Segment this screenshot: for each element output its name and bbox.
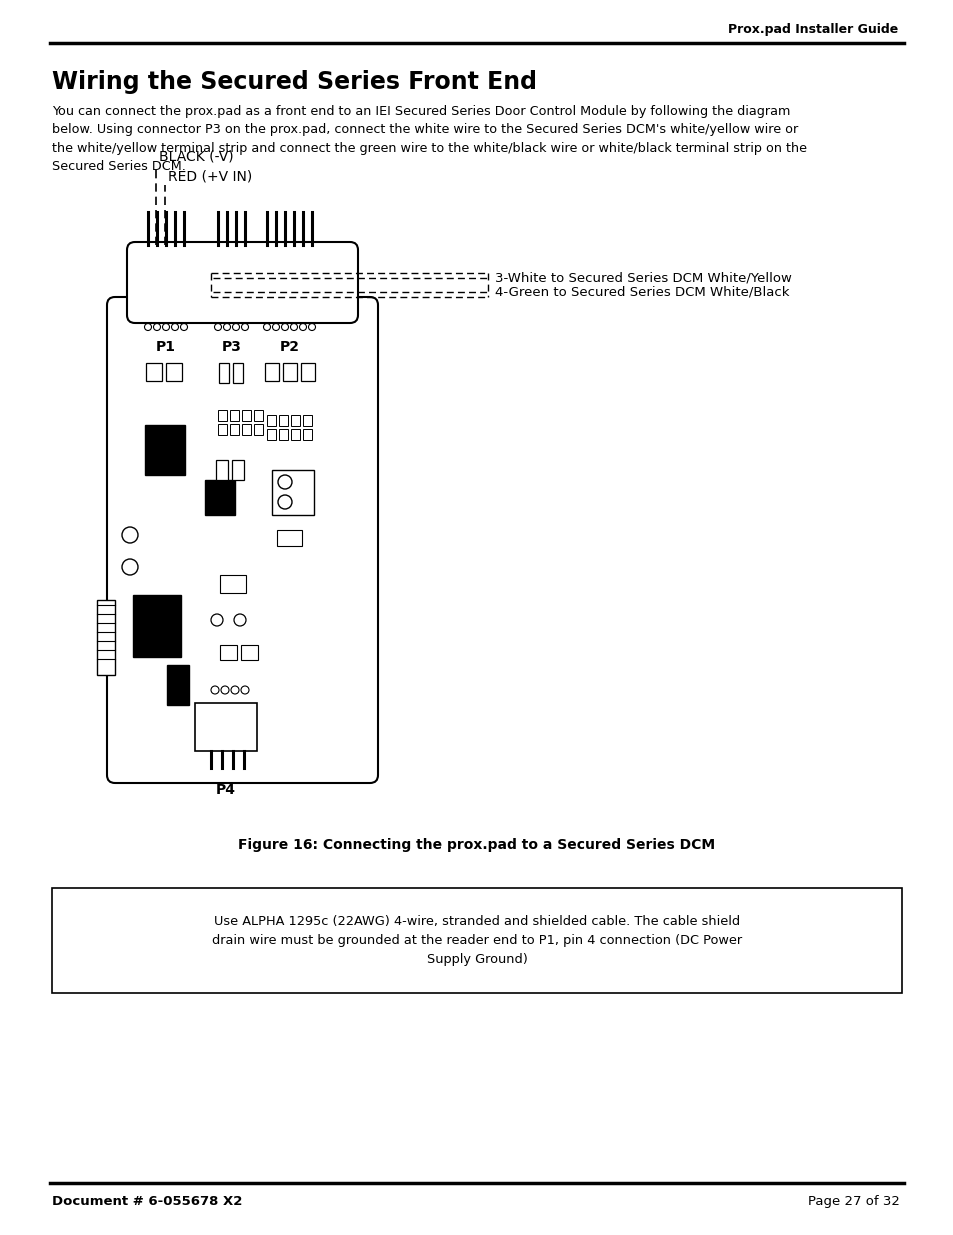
Bar — [283, 363, 296, 382]
Bar — [145, 425, 185, 475]
Text: RED (+V IN): RED (+V IN) — [168, 169, 252, 183]
Bar — [253, 410, 263, 421]
Bar — [272, 471, 314, 515]
Bar — [291, 429, 299, 440]
Text: P3: P3 — [221, 340, 241, 354]
Bar — [219, 363, 229, 383]
Text: P2: P2 — [279, 340, 299, 354]
Text: You can connect the prox.pad as a front end to an IEI Secured Series Door Contro: You can connect the prox.pad as a front … — [52, 105, 806, 173]
Bar — [132, 595, 181, 657]
Bar — [303, 415, 312, 426]
FancyBboxPatch shape — [107, 296, 377, 783]
Bar — [267, 415, 275, 426]
Bar — [218, 424, 227, 435]
Text: 4-Green to Secured Series DCM White/Black: 4-Green to Secured Series DCM White/Blac… — [495, 285, 789, 299]
FancyBboxPatch shape — [127, 242, 357, 324]
Bar — [301, 363, 314, 382]
Text: P1: P1 — [156, 340, 175, 354]
Bar — [194, 703, 256, 751]
Bar — [52, 888, 901, 993]
Text: Page 27 of 32: Page 27 of 32 — [807, 1195, 899, 1208]
Bar — [232, 459, 244, 480]
Text: Use ALPHA 1295c (22AWG) 4-wire, stranded and shielded cable. The cable shield
dr: Use ALPHA 1295c (22AWG) 4-wire, stranded… — [212, 914, 741, 967]
Bar — [267, 429, 275, 440]
Text: Document # 6-055678 X2: Document # 6-055678 X2 — [52, 1195, 242, 1208]
Text: 3-White to Secured Series DCM White/Yellow: 3-White to Secured Series DCM White/Yell… — [495, 272, 791, 284]
Text: Figure 16: Connecting the prox.pad to a Secured Series DCM: Figure 16: Connecting the prox.pad to a … — [238, 839, 715, 852]
Bar — [146, 363, 162, 382]
Bar — [220, 576, 246, 593]
Bar — [242, 424, 251, 435]
Bar — [278, 429, 288, 440]
Bar — [166, 363, 182, 382]
Bar — [215, 459, 228, 480]
Bar — [265, 363, 278, 382]
Bar — [233, 363, 243, 383]
Bar — [230, 424, 239, 435]
Bar — [303, 429, 312, 440]
Bar — [218, 410, 227, 421]
Bar — [291, 415, 299, 426]
Bar — [241, 645, 257, 659]
Bar — [253, 424, 263, 435]
Bar — [276, 530, 302, 546]
Bar — [205, 480, 234, 515]
Bar — [278, 415, 288, 426]
Bar — [220, 645, 236, 659]
Text: Prox.pad Installer Guide: Prox.pad Installer Guide — [727, 23, 897, 36]
Bar — [97, 600, 115, 676]
Bar — [230, 410, 239, 421]
Text: BLACK (-V): BLACK (-V) — [159, 149, 233, 163]
Text: P4: P4 — [215, 783, 235, 797]
Bar — [167, 664, 189, 705]
Text: Wiring the Secured Series Front End: Wiring the Secured Series Front End — [52, 70, 537, 94]
Bar — [242, 410, 251, 421]
